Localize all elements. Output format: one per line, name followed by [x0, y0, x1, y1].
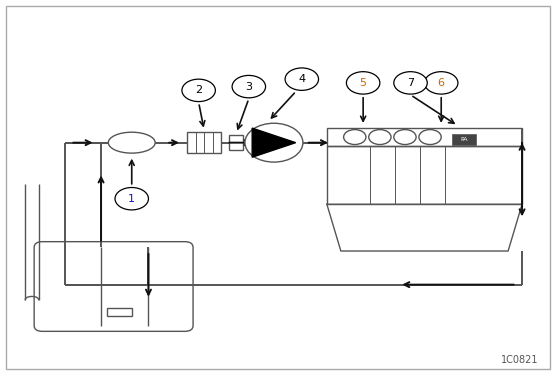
Circle shape	[347, 72, 380, 94]
Text: 1C0821: 1C0821	[501, 355, 539, 365]
Text: PA: PA	[460, 137, 468, 142]
Text: 1: 1	[128, 194, 135, 204]
Text: 4: 4	[299, 74, 305, 84]
Text: 3: 3	[245, 82, 252, 92]
Text: 7: 7	[407, 78, 414, 88]
Polygon shape	[252, 128, 296, 157]
Circle shape	[115, 188, 149, 210]
Circle shape	[285, 68, 319, 90]
FancyBboxPatch shape	[452, 134, 476, 144]
Circle shape	[424, 72, 458, 94]
Circle shape	[245, 123, 303, 162]
Circle shape	[182, 79, 215, 102]
Circle shape	[232, 75, 266, 98]
Circle shape	[394, 72, 427, 94]
Text: 2: 2	[195, 86, 202, 95]
Text: 5: 5	[359, 78, 367, 88]
Text: 6: 6	[438, 78, 445, 88]
